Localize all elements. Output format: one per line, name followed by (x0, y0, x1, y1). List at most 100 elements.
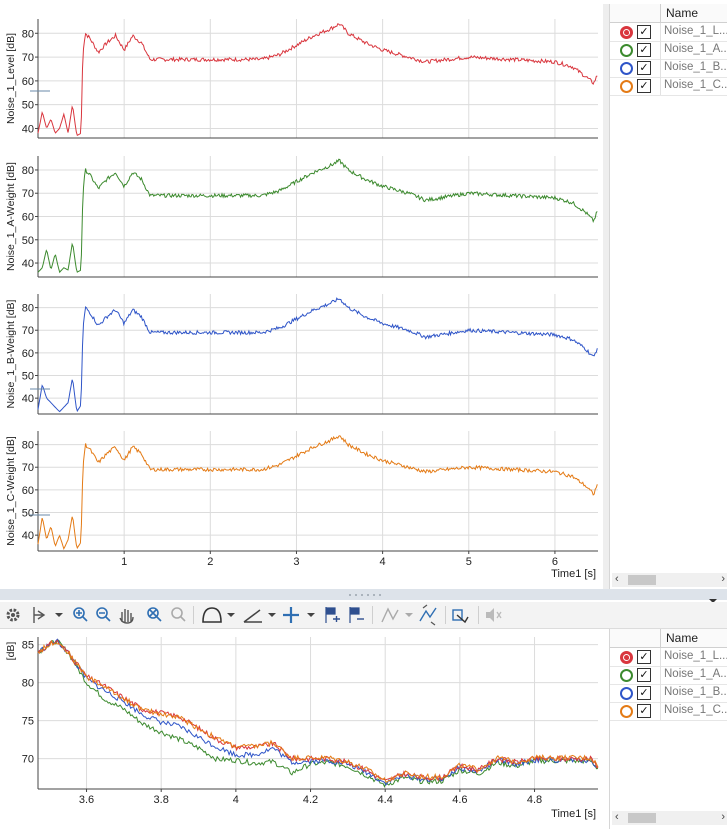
scroll-right-icon[interactable]: › (721, 811, 725, 823)
chart-panel: 40 50 60 70 80 Noise_1_Level [dB] (5, 19, 598, 139)
series-name: Noise_1_A... (664, 668, 727, 680)
y-tick-label: 70 (22, 754, 34, 766)
crosshair-icon[interactable] (283, 607, 315, 623)
x-tick-label: 3 (293, 556, 299, 568)
y-tick-label: 60 (22, 485, 34, 497)
y-tick-label: 80 (22, 165, 34, 177)
flag-remove-icon[interactable] (349, 607, 364, 623)
legend-row[interactable]: ✓ Noise_1_C... (610, 77, 727, 96)
series-name: Noise_1_C... (664, 704, 727, 716)
y-axis-label: Noise_1_A-Weight [dB] (5, 162, 17, 271)
y-tick-label: 40 (22, 258, 34, 270)
visibility-checkbox[interactable]: ✓ (637, 686, 651, 700)
x-axis-label: Time1 [s] (551, 568, 596, 580)
legend-row[interactable]: ✓ Noise_1_A... (610, 666, 727, 685)
top-chart-svg: 40 50 60 70 80 Noise_1_Level [dB] 40 50 60 70 80 No… (5, 19, 598, 580)
visibility-checkbox[interactable]: ✓ (637, 25, 651, 39)
top-legend-scrollbar[interactable]: ‹ › (612, 573, 727, 587)
y-tick-label: 60 (22, 76, 34, 88)
legend-row[interactable]: ✓ Noise_1_L... (610, 23, 727, 42)
y-tick-label: 85 (22, 640, 34, 652)
zoom-out-icon[interactable] (96, 607, 111, 622)
legend-row[interactable]: ✓ Noise_1_L... (610, 648, 727, 667)
zoom-in-icon[interactable] (73, 607, 88, 622)
y-tick-label: 60 (22, 212, 34, 224)
bottom-chart-panel: 85 80 75 70 3.6 3.8 4 4.2 4.4 4.6 4.8 [dB] Time1 [s] (5, 637, 599, 820)
bottom-legend-scrollbar[interactable]: ‹ › (612, 811, 727, 825)
legend-row[interactable]: ✓ Noise_1_B... (610, 684, 727, 703)
legend-row[interactable]: ✓ Noise_1_A... (610, 41, 727, 60)
bottom-chart-svg: 85 80 75 70 3.6 3.8 4 4.2 4.4 4.6 4.8 [dB] Time1 [s] (5, 637, 599, 820)
bottom-legend-panel: Name ✓ Noise_1_L... ✓ Noise_1_A... ✓ Noise_1_… (609, 629, 727, 829)
visibility-checkbox[interactable]: ✓ (637, 43, 651, 57)
x-tick-label: 2 (207, 556, 213, 568)
curve-shape-icon[interactable] (202, 607, 235, 623)
series-color-icon[interactable] (620, 80, 633, 93)
scroll-right-icon[interactable]: › (721, 573, 725, 585)
chart-panel: 40 50 60 70 80 Noise_1_C-Weight [dB] 1 2 3 4 5 6Tim… (5, 431, 598, 580)
peak-icon[interactable] (419, 604, 437, 626)
y-tick-label: 80 (22, 303, 34, 315)
series-color-icon[interactable] (620, 687, 633, 700)
series-color-icon[interactable] (620, 651, 633, 664)
y-tick-label: 50 (22, 100, 34, 112)
legend-column-separator (660, 684, 661, 702)
legend-column-separator (660, 41, 661, 59)
flag-add-icon[interactable] (325, 607, 340, 623)
series-line (37, 639, 599, 782)
x-tick-label: 4.4 (378, 794, 393, 806)
legend-header-name: Name (666, 6, 699, 20)
top-plot-area[interactable]: 40 50 60 70 80 Noise_1_Level [dB] 40 50 60 70 80 No… (0, 0, 606, 590)
series-color-icon[interactable] (620, 669, 633, 682)
legend-header[interactable]: Name (610, 4, 727, 23)
series-color-icon[interactable] (620, 62, 633, 75)
series-name: Noise_1_A... (664, 43, 727, 55)
series-line (37, 639, 599, 789)
series-name: Noise_1_B... (664, 686, 727, 698)
zoom-undo-icon[interactable] (171, 607, 186, 622)
series-line (37, 435, 598, 551)
legend-row[interactable]: ✓ Noise_1_C... (610, 702, 727, 721)
chart-panel: 40 50 60 70 80 Noise_1_B-Weight [dB] (5, 294, 598, 415)
legend-header-separator (660, 629, 661, 647)
visibility-checkbox[interactable]: ✓ (637, 650, 651, 664)
axis-icon[interactable] (243, 609, 276, 623)
y-tick-label: 40 (22, 393, 34, 405)
pan-icon[interactable] (119, 609, 134, 624)
cursor-icon[interactable] (33, 607, 63, 623)
x-axis-label: Time1 [s] (551, 808, 596, 820)
y-tick-label: 70 (22, 462, 34, 474)
visibility-checkbox[interactable]: ✓ (637, 668, 651, 682)
legend-column-separator (660, 666, 661, 684)
smooth-icon[interactable] (381, 607, 413, 623)
scrollbar-thumb[interactable] (628, 813, 656, 823)
visibility-checkbox[interactable]: ✓ (637, 79, 651, 93)
vertical-splitter[interactable] (603, 4, 609, 589)
legend-header-separator (660, 4, 661, 22)
series-color-icon[interactable] (620, 26, 633, 39)
series-color-icon[interactable] (620, 705, 633, 718)
scrollbar-thumb[interactable] (628, 575, 656, 585)
chart-panel: 40 50 60 70 80 Noise_1_A-Weight [dB] (5, 156, 598, 278)
scroll-left-icon[interactable]: ‹ (615, 811, 619, 823)
legend-header[interactable]: Name (610, 629, 727, 648)
series-line (37, 158, 598, 274)
x-tick-label: 5 (466, 556, 472, 568)
settings-icon[interactable] (6, 608, 20, 622)
series-color-icon[interactable] (620, 44, 633, 57)
y-axis-label: Noise_1_Level [dB] (5, 33, 17, 124)
visibility-checkbox[interactable]: ✓ (637, 704, 651, 718)
y-tick-label: 70 (22, 52, 34, 64)
copy-icon[interactable] (452, 609, 469, 624)
x-tick-label: 4 (233, 794, 239, 806)
visibility-checkbox[interactable]: ✓ (637, 61, 651, 75)
scroll-left-icon[interactable]: ‹ (615, 573, 619, 585)
series-line (37, 638, 599, 786)
mute-icon[interactable] (486, 608, 502, 622)
top-legend-panel: Name ✓ Noise_1_L... ✓ Noise_1_A... ✓ Noise_1_… (609, 4, 727, 589)
bottom-plot-area[interactable]: 85 80 75 70 3.6 3.8 4 4.2 4.4 4.6 4.8 [dB] Time1 [s] (0, 629, 606, 829)
horizontal-splitter[interactable] (0, 589, 727, 603)
zoom-reset-icon[interactable] (147, 607, 162, 622)
x-tick-label: 3.8 (154, 794, 169, 806)
legend-row[interactable]: ✓ Noise_1_B... (610, 59, 727, 78)
